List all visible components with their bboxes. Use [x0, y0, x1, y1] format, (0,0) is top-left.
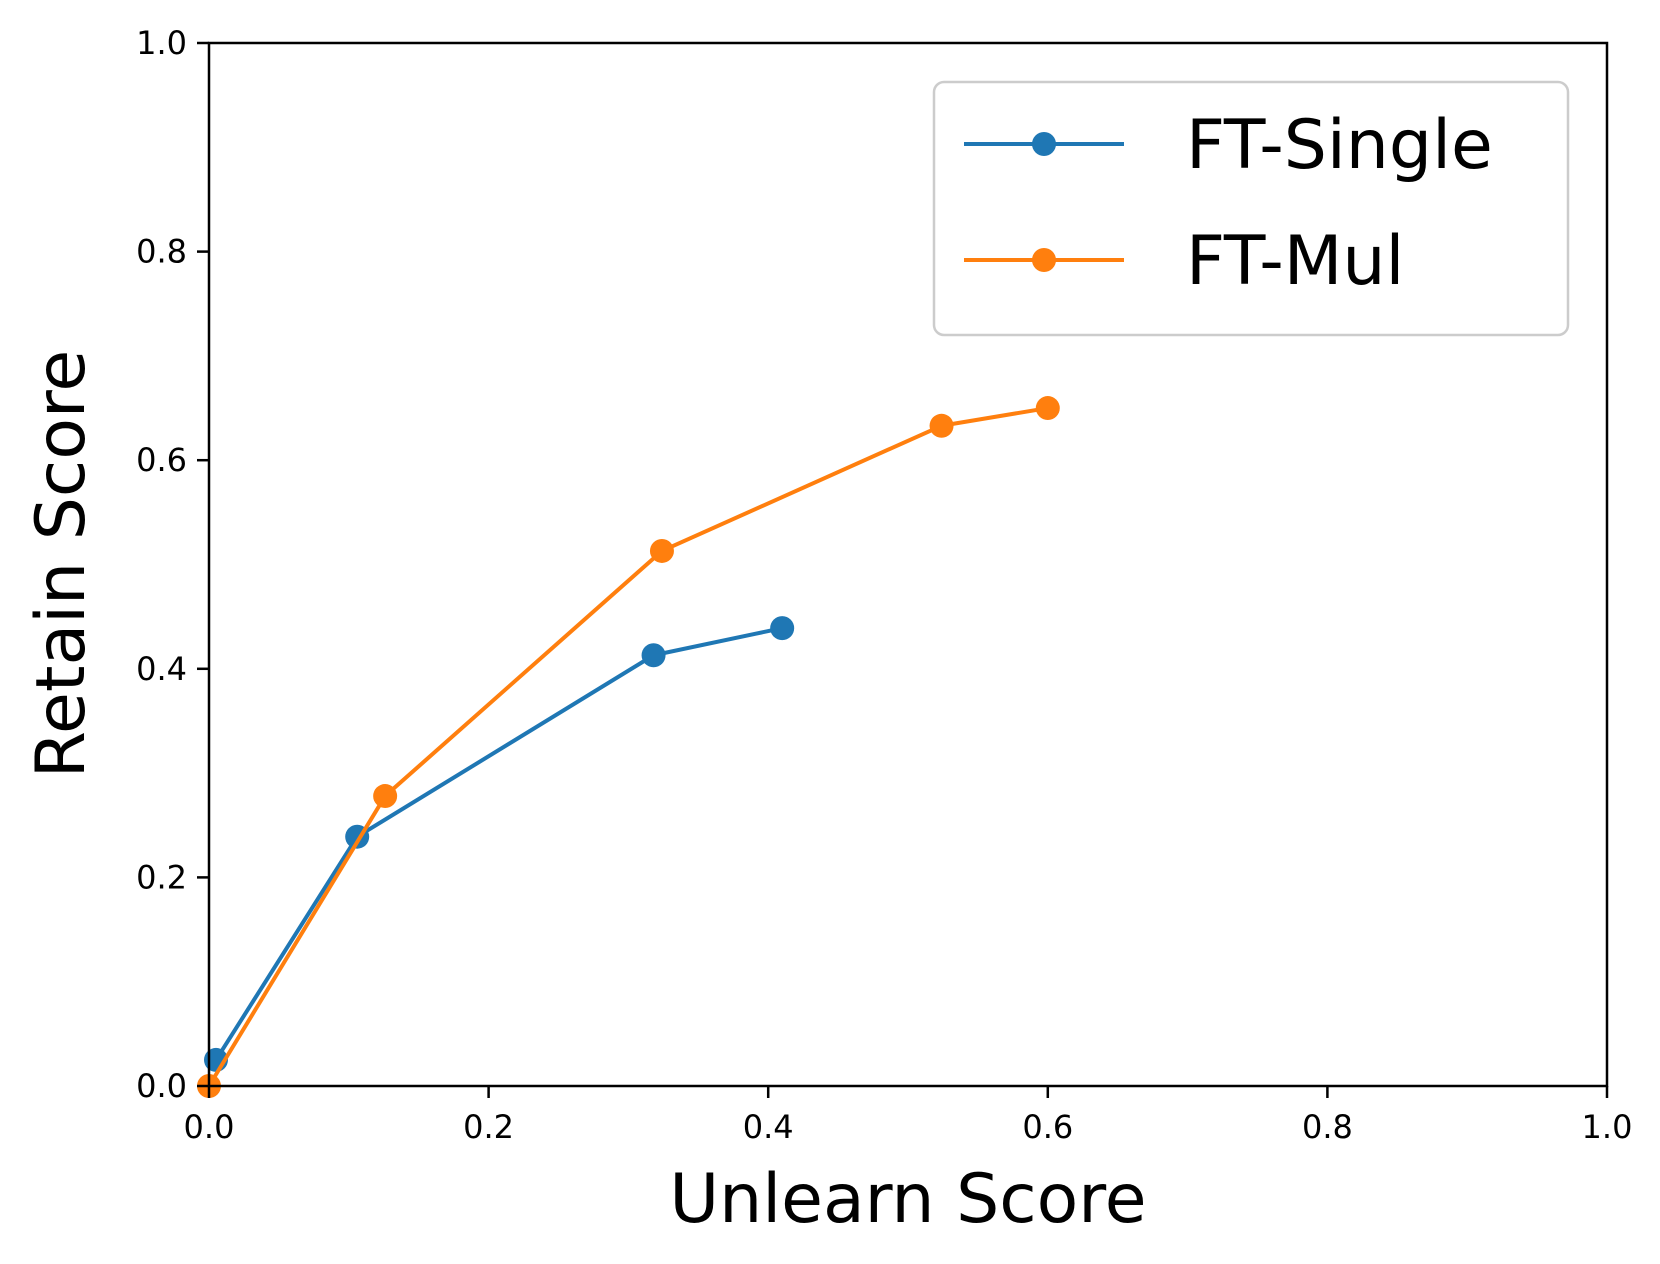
- x-tick-label: 0.2: [463, 1108, 514, 1146]
- data-point-ft-mul: [1035, 396, 1060, 421]
- legend-marker-ft-single: [1032, 132, 1056, 156]
- legend-entries: FT-Single FT-Mul: [964, 106, 1493, 301]
- data-point-ft-single: [770, 616, 795, 641]
- x-axis-ticks: 0.0 0.2 0.4 0.6 0.8 1.0: [184, 1086, 1633, 1146]
- x-tick-label: 0.8: [1302, 1108, 1353, 1146]
- data-point-ft-single: [641, 643, 666, 668]
- legend-label-ft-single: FT-Single: [1186, 106, 1493, 185]
- data-point-ft-mul: [929, 413, 954, 438]
- series-line-ft-single: [213, 626, 785, 1062]
- x-tick-label: 0.6: [1022, 1108, 1073, 1146]
- y-axis-title: Retain Score: [22, 350, 101, 778]
- x-axis-title: Unlearn Score: [669, 1160, 1146, 1239]
- y-tick-label: 0.8: [136, 233, 187, 271]
- y-tick-label: 1.0: [136, 24, 187, 62]
- x-tick-label: 0.0: [184, 1108, 235, 1146]
- data-point-ft-mul: [373, 784, 398, 809]
- y-tick-label: 0.4: [136, 650, 187, 688]
- series-layer: [197, 396, 1060, 1098]
- legend-label-ft-mul: FT-Mul: [1186, 222, 1404, 301]
- plot-frame: [207, 41, 1609, 1088]
- legend: FT-Single FT-Mul: [932, 80, 1570, 337]
- y-tick-label: 0.6: [136, 441, 187, 479]
- data-point-ft-mul: [649, 538, 674, 563]
- x-tick-label: 0.4: [743, 1108, 794, 1146]
- y-tick-label: 0.2: [136, 858, 187, 896]
- x-tick-label: 1.0: [1582, 1108, 1633, 1146]
- y-axis-ticks: 0.0 0.2 0.4 0.6 0.8 1.0: [136, 24, 209, 1105]
- y-tick-label: 0.0: [136, 1067, 187, 1105]
- legend-marker-ft-mul: [1032, 248, 1056, 272]
